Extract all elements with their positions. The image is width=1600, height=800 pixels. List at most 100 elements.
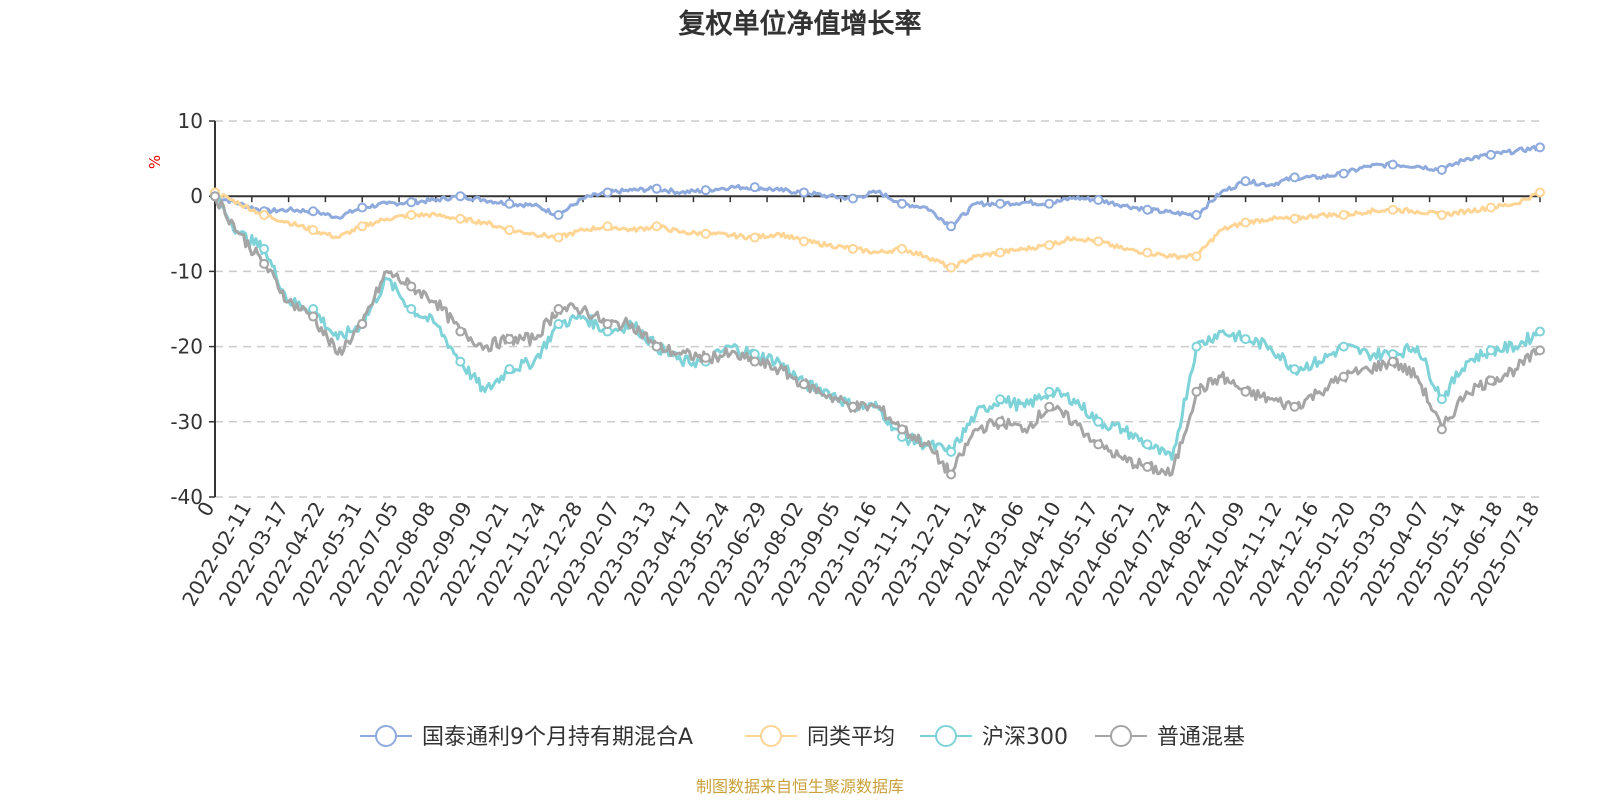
y-tick-label: 0: [190, 184, 203, 208]
series-point: [897, 424, 908, 435]
series-point: [1289, 172, 1300, 183]
series-point: [1338, 168, 1349, 179]
legend-circle-icon: [1110, 725, 1132, 747]
y-tick-label: -40: [170, 485, 203, 509]
series-point: [504, 225, 515, 236]
series-point: [602, 187, 613, 198]
series-point: [995, 198, 1006, 209]
series-point: [1191, 386, 1202, 397]
series-point: [406, 197, 417, 208]
legend-item[interactable]: 普通混基: [1095, 725, 1245, 750]
legend-circle-icon: [760, 725, 782, 747]
series-line: [213, 195, 1542, 477]
series-point: [406, 304, 417, 314]
series-point: [897, 198, 908, 209]
series-point: [847, 243, 858, 254]
series-point: [1485, 149, 1496, 160]
series-point: [700, 352, 711, 363]
chart-title: 复权单位净值增长率: [679, 8, 922, 40]
legend-label: 普通混基: [1157, 725, 1245, 750]
series-point: [1044, 386, 1055, 397]
series-point: [651, 221, 662, 232]
y-tick-label: -10: [170, 259, 203, 283]
series-point: [1240, 176, 1251, 187]
legend-item[interactable]: 国泰通利9个月持有期混合A: [360, 725, 693, 750]
series-point: [1240, 217, 1251, 228]
legend-label: 国泰通利9个月持有期混合A: [422, 725, 693, 750]
series-line: [214, 190, 1541, 270]
series-point: [995, 247, 1006, 258]
series-point: [259, 258, 270, 269]
series-point: [357, 202, 368, 213]
series-point: [897, 243, 908, 254]
series-point: [210, 191, 220, 202]
series-point: [1093, 236, 1104, 247]
series-point: [798, 187, 809, 198]
series-point: [946, 446, 957, 457]
series-point: [553, 319, 564, 330]
series-point: [602, 221, 613, 232]
series-point: [1436, 394, 1447, 405]
series-point: [1387, 204, 1398, 215]
legend-circle-icon: [935, 725, 957, 747]
legend-label: 同类平均: [807, 725, 895, 750]
legend-label: 沪深300: [982, 725, 1068, 750]
series-point: [651, 341, 662, 352]
series-point: [406, 281, 417, 292]
series-point: [1191, 210, 1202, 220]
series-point: [1240, 386, 1251, 397]
series-point: [798, 236, 809, 247]
series-point: [1485, 345, 1496, 356]
series-point: [749, 182, 760, 193]
series-point: [1142, 461, 1153, 472]
series-point: [749, 356, 760, 367]
series-point: [1142, 439, 1153, 450]
y-axis-ticks: 10 0 -10 -20 -30 -40: [170, 109, 215, 509]
series-point: [504, 364, 515, 375]
legend-item[interactable]: 同类平均: [745, 725, 895, 750]
grid-lines: [215, 120, 1540, 498]
series-point: [308, 206, 319, 217]
series-point: [1093, 194, 1104, 205]
series-point: [1093, 416, 1104, 427]
series-point: [308, 225, 319, 236]
series-point: [749, 232, 760, 243]
series-point: [1535, 345, 1545, 356]
series-point: [259, 210, 270, 220]
series-point: [798, 379, 809, 390]
series-point: [308, 311, 319, 322]
series-point: [1535, 326, 1545, 337]
series-point: [1338, 341, 1349, 352]
x-axis-ticks: 02022-02-112022-03-172022-04-222022-05-3…: [177, 196, 1544, 610]
series-point: [357, 319, 368, 330]
series-point: [357, 221, 368, 232]
series-point: [553, 232, 564, 243]
series-point: [1191, 341, 1202, 352]
series-point: [504, 334, 515, 345]
series-point: [946, 221, 957, 232]
series-point: [1289, 213, 1300, 224]
series-point: [455, 326, 466, 337]
series-point: [1387, 356, 1398, 367]
series-point: [946, 262, 957, 273]
series-point: [455, 213, 466, 224]
series-point: [1436, 210, 1447, 220]
series-point: [1436, 164, 1447, 175]
series-point: [1191, 251, 1202, 262]
y-tick-label: -20: [170, 335, 203, 359]
legend-item[interactable]: 沪深300: [920, 725, 1068, 750]
series-point: [1142, 247, 1153, 258]
series-point: [1338, 371, 1349, 382]
y-tick-label: 10: [178, 109, 203, 133]
series-point: [946, 469, 957, 480]
series-point: [1387, 159, 1398, 170]
legend[interactable]: 国泰通利9个月持有期混合A 同类平均 沪深300 普通混基: [360, 725, 1245, 750]
series-point: [995, 394, 1006, 405]
series-point: [1044, 198, 1055, 209]
series-point: [504, 198, 515, 209]
series-point: [1240, 334, 1251, 345]
series-point: [406, 210, 417, 220]
y-axis-unit: %: [146, 155, 164, 169]
series-point: [602, 319, 613, 330]
